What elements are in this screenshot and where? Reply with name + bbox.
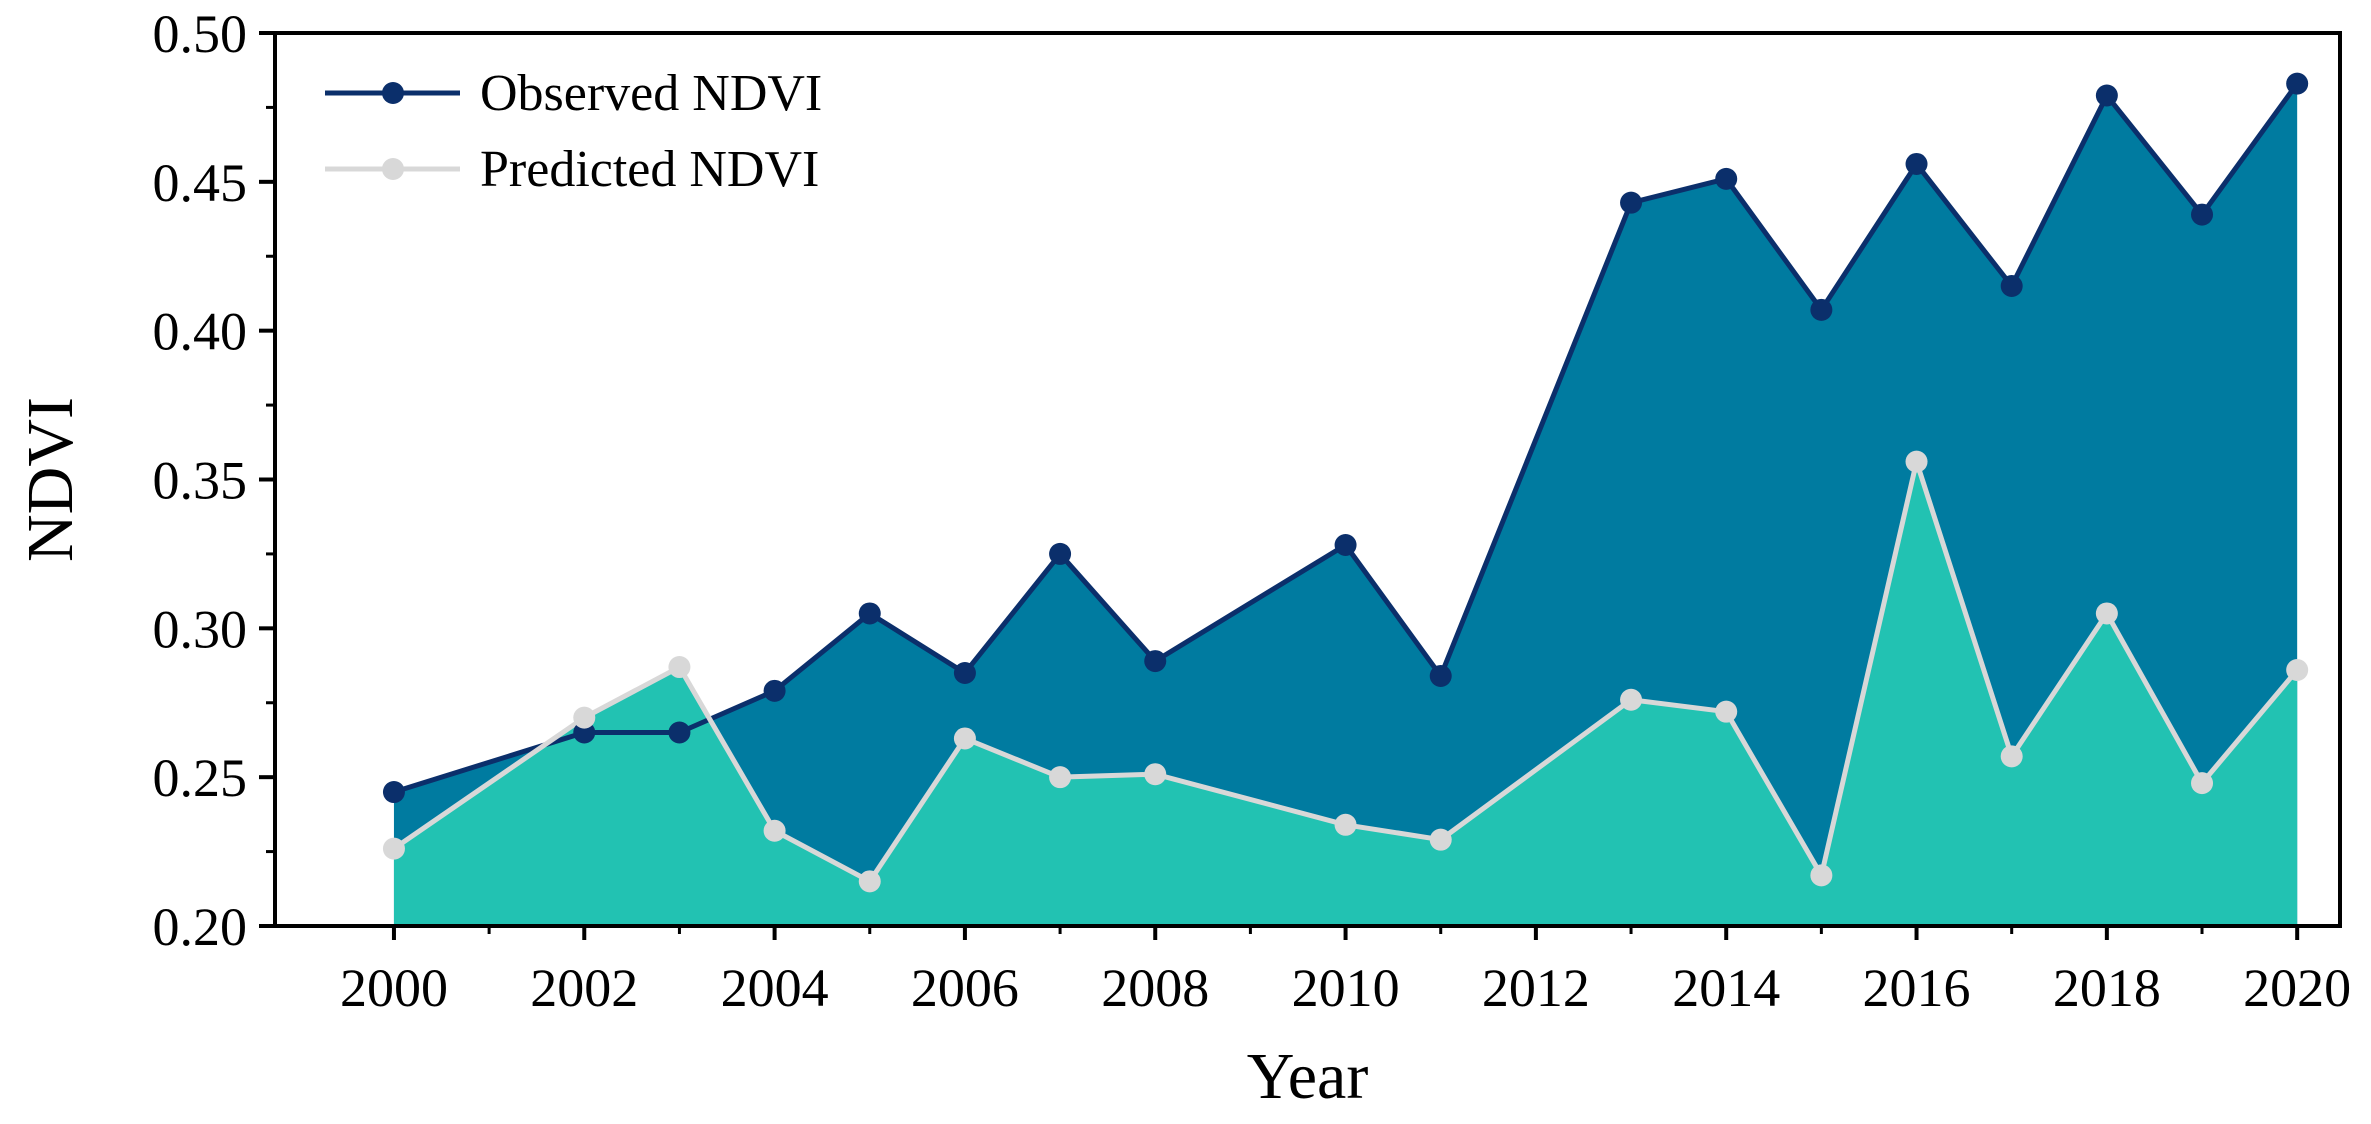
observed-ndvi-point-2011 xyxy=(1429,664,1452,687)
predicted-ndvi-point-2003 xyxy=(668,656,691,679)
predicted-ndvi-point-2015 xyxy=(1810,864,1833,887)
observed-ndvi-point-2004 xyxy=(763,679,786,702)
predicted-ndvi-point-2017 xyxy=(2000,745,2023,768)
predicted-ndvi-point-2008 xyxy=(1144,763,1167,786)
observed-ndvi-line xyxy=(393,82,2300,795)
predicted-ndvi-point-2013 xyxy=(1620,688,1643,711)
y-tick-label-0.40: 0.40 xyxy=(153,302,248,362)
observed-ndvi-area xyxy=(393,83,2298,926)
y-tick-label-0.45: 0.45 xyxy=(153,153,248,213)
observed-ndvi-point-2005 xyxy=(858,602,881,625)
observed-ndvi-point-2018 xyxy=(2095,84,2118,107)
predicted-ndvi-legend-label: Predicted NDVI xyxy=(480,141,819,198)
x-tick-label-2002: 2002 xyxy=(530,958,638,1018)
series-lines xyxy=(392,82,2300,884)
observed-ndvi-legend-label: Observed NDVI xyxy=(480,65,822,122)
predicted-ndvi-point-2006 xyxy=(953,727,976,750)
observed-ndvi-point-2006 xyxy=(953,661,976,684)
observed-ndvi-point-2008 xyxy=(1144,650,1167,673)
y-tick-label-0.50: 0.50 xyxy=(153,4,248,64)
predicted-ndvi-point-2007 xyxy=(1049,766,1072,789)
x-tick-label-2018: 2018 xyxy=(2053,958,2161,1018)
y-tick-label-0.30: 0.30 xyxy=(153,599,248,659)
y-tick-label-0.35: 0.35 xyxy=(153,451,248,511)
observed-ndvi-point-2007 xyxy=(1049,542,1072,565)
x-tick-label-2012: 2012 xyxy=(1482,958,1590,1018)
x-tick-label-2006: 2006 xyxy=(911,958,1019,1018)
x-tick-label-2010: 2010 xyxy=(1292,958,1400,1018)
observed-ndvi-point-2014 xyxy=(1715,167,1738,190)
predicted-ndvi-point-2019 xyxy=(2191,772,2214,795)
predicted-ndvi-point-2020 xyxy=(2286,659,2309,682)
predicted-ndvi-legend-marker xyxy=(382,158,404,180)
x-tick-label-2000: 2000 xyxy=(340,958,448,1018)
observed-ndvi-point-2016 xyxy=(1905,152,1928,175)
predicted-ndvi-point-2010 xyxy=(1334,813,1357,836)
observed-ndvi-point-2017 xyxy=(2000,275,2023,298)
predicted-ndvi-point-2004 xyxy=(763,819,786,842)
x-tick-label-2014: 2014 xyxy=(1672,958,1780,1018)
predicted-ndvi-point-2014 xyxy=(1715,700,1738,723)
predicted-ndvi-point-2002 xyxy=(573,706,596,729)
observed-ndvi-point-2020 xyxy=(2286,72,2309,95)
predicted-ndvi-point-2018 xyxy=(2095,602,2118,625)
x-axis-title: Year xyxy=(1247,1040,1369,1113)
observed-ndvi-point-2019 xyxy=(2191,203,2214,226)
y-axis-title: NDVI xyxy=(14,397,87,562)
x-tick-label-2016: 2016 xyxy=(1863,958,1971,1018)
observed-ndvi-legend-marker xyxy=(382,82,404,104)
predicted-ndvi-point-2016 xyxy=(1905,450,1928,473)
predicted-ndvi-point-2000 xyxy=(382,837,405,860)
predicted-ndvi-line xyxy=(392,459,2300,884)
x-tick-label-2008: 2008 xyxy=(1101,958,1209,1018)
y-tick-label-0.25: 0.25 xyxy=(153,748,248,808)
observed-ndvi-point-2010 xyxy=(1334,533,1357,556)
observed-ndvi-point-2015 xyxy=(1810,298,1833,321)
x-tick-label-2004: 2004 xyxy=(721,958,829,1018)
predicted-ndvi-point-2005 xyxy=(858,870,881,893)
observed-ndvi-point-2000 xyxy=(382,781,405,804)
axis-ticks: 2000 2002 2004 2006 2008 2010 2012 2014 2016 2018… xyxy=(153,4,2352,1018)
y-tick-label-0.20: 0.20 xyxy=(153,897,248,957)
x-tick-label-2020: 2020 xyxy=(2243,958,2351,1018)
legend: Observed NDVI Predicted NDVI xyxy=(325,65,822,198)
observed-ndvi-point-2013 xyxy=(1620,191,1643,214)
series-markers xyxy=(382,72,2309,893)
predicted-ndvi-point-2011 xyxy=(1429,828,1452,851)
observed-ndvi-point-2003 xyxy=(668,721,691,744)
